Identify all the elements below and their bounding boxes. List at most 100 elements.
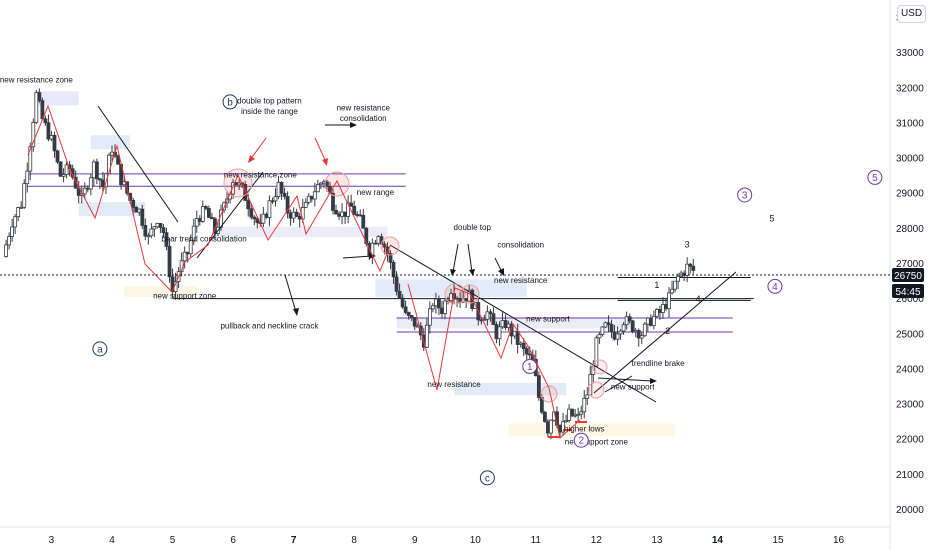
annotation-label[interactable]: new resistance (427, 380, 481, 389)
annotation-label[interactable]: new range (357, 188, 395, 197)
annotation-label[interactable]: bear trend consolidation (161, 234, 246, 243)
top-highlight-2 (324, 171, 350, 197)
candle-body (143, 224, 148, 237)
candle-body (585, 394, 590, 399)
candle-body (249, 208, 254, 218)
candle-body (639, 335, 644, 339)
time-axis-tick: 7 (291, 535, 297, 546)
candle-body (609, 324, 614, 333)
double-top-arrow-left (249, 137, 267, 161)
annotation-label[interactable]: new support zone (565, 437, 629, 446)
candle-body (28, 146, 33, 172)
candle-body (116, 155, 120, 165)
candle-body (210, 217, 214, 220)
candle-body (352, 205, 357, 215)
annotation-label[interactable]: new resistance (494, 276, 548, 285)
zone-6[interactable] (396, 317, 633, 329)
candle-body (55, 150, 60, 163)
wave-label-circle[interactable] (479, 470, 495, 486)
candle-body (518, 342, 523, 345)
candle-body (194, 218, 199, 227)
annotation-label[interactable]: double top pattern (237, 97, 302, 106)
annotation-label[interactable]: consolidation (340, 114, 387, 123)
candle-body (409, 315, 414, 318)
candle-body (282, 192, 287, 197)
currency-button[interactable]: USD (897, 5, 926, 23)
candle-body (512, 330, 517, 337)
annotation-label[interactable]: inside the range (241, 107, 298, 116)
candle-body (10, 226, 15, 237)
zone-2[interactable] (78, 202, 146, 217)
annotation-label[interactable]: 4 (696, 294, 701, 304)
time-axis-tick: 4 (109, 535, 115, 546)
candle-body (361, 214, 366, 229)
annotation-label[interactable]: 5 (769, 213, 774, 223)
zone-4[interactable] (211, 226, 388, 238)
annotation-label[interactable]: new support zone (153, 292, 217, 301)
wave-label-circle[interactable] (767, 278, 783, 294)
candle-body (394, 276, 399, 292)
candle-body (264, 213, 269, 218)
candle-body (542, 411, 547, 422)
candle-body (437, 298, 441, 309)
wave-label-circle[interactable] (522, 358, 538, 374)
trendline-a-down[interactable] (97, 105, 179, 223)
candle-body (364, 227, 369, 244)
zone-1[interactable] (90, 135, 131, 150)
candle-body (558, 424, 562, 433)
wave-label: b (227, 97, 233, 108)
candle-body (31, 122, 36, 148)
candle-body (288, 212, 293, 219)
candle-body (612, 331, 617, 340)
price-axis-tick: 21000 (896, 470, 924, 481)
candle-body (430, 305, 435, 310)
annotation-label[interactable]: double top (454, 223, 492, 232)
annotation-label[interactable]: higher lows (564, 424, 604, 433)
candle-body (673, 280, 677, 290)
wave-label-circle[interactable] (867, 169, 883, 185)
candle-body (188, 240, 193, 255)
annotation-label[interactable]: consolidation (497, 241, 544, 250)
trendline-wave-up[interactable] (593, 271, 737, 394)
candle-body (576, 413, 581, 416)
candle-body (252, 216, 257, 220)
zone-0[interactable] (36, 91, 79, 106)
wave-label-circle[interactable] (573, 432, 589, 448)
annotation-label[interactable]: new resistance (337, 104, 391, 113)
annotation-label[interactable]: 1 (654, 280, 659, 290)
annotation-label[interactable]: new resistance zone (0, 76, 73, 85)
candle-body (13, 216, 18, 228)
candle-body (488, 311, 493, 315)
candle-body (134, 206, 139, 213)
annotation-label[interactable]: new resistance zone (224, 170, 297, 179)
candle-body (645, 317, 650, 325)
annotation-label[interactable]: 3 (685, 240, 690, 250)
candle-body (406, 312, 411, 316)
candle-body (140, 208, 145, 226)
annotation-label[interactable]: 2 (665, 326, 670, 336)
candle-body (524, 348, 529, 355)
annotation-label[interactable]: new support (611, 382, 655, 391)
candle-body (424, 324, 429, 348)
annotation-label[interactable]: pullback and neckline crack (220, 321, 319, 330)
candle-body (267, 200, 272, 218)
time-axis-tick: 13 (651, 535, 663, 546)
wave-label-circle[interactable] (737, 187, 753, 203)
candle-body (294, 211, 299, 217)
wave-label-circle[interactable] (92, 341, 108, 357)
annotation-label[interactable]: trendline brake (632, 359, 685, 368)
trendline-c-down[interactable] (389, 244, 657, 403)
candle-body (137, 208, 142, 213)
new-resistance-arrow-head (350, 122, 357, 128)
wave-label-circle[interactable] (222, 94, 238, 110)
candle-body (91, 161, 96, 179)
candle-body (661, 304, 665, 313)
zone-5[interactable] (375, 279, 527, 297)
annotation-label[interactable]: new support (526, 314, 570, 323)
candle-body (182, 251, 187, 262)
candle-body (624, 316, 629, 326)
candle-body (536, 375, 541, 398)
price-axis-tick: 23000 (896, 400, 924, 411)
zone-3[interactable] (124, 286, 197, 297)
